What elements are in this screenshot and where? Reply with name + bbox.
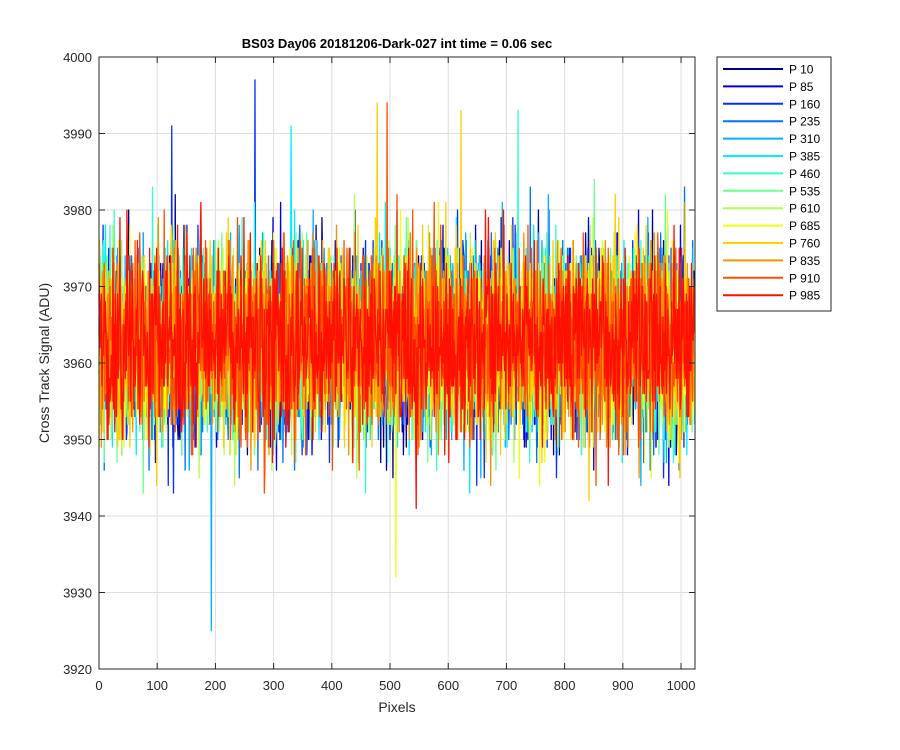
x-axis-title: Pixels [378,699,415,715]
y-tick-label: 3990 [63,127,92,142]
legend-label: P 610 [789,202,820,216]
legend-label: P 685 [789,219,820,233]
legend-label: P 160 [789,97,820,111]
y-tick-label: 3950 [63,433,92,448]
legend: P 10 P 85 P 160 P 235 P 310 P 385 P 460 P 535 P … [716,56,832,312]
legend-label: P 910 [789,271,820,285]
y-tick-label: 4000 [63,50,92,65]
x-tick-label: 400 [321,678,343,693]
y-tick-label: 3940 [63,509,92,524]
x-tick-label: 600 [437,678,459,693]
legend-label: P 10 [789,63,814,77]
x-tick-label: 900 [612,678,634,693]
legend-label: P 535 [789,184,820,198]
tick-labels: 0 100 200 300 400 500 600 700 800 900 1000 3920 3930… [63,50,695,693]
x-tick-label: 100 [146,678,168,693]
legend-label: P 835 [789,254,820,268]
x-tick-label: 700 [496,678,518,693]
y-tick-label: 3960 [63,356,92,371]
axis-ticks [98,56,695,670]
x-tick-label: 0 [95,678,102,693]
legend-box [716,56,832,312]
x-tick-label: 800 [554,678,576,693]
legend-label: P 310 [789,132,820,146]
legend-label: P 985 [789,289,820,303]
legend-label: P 760 [789,237,820,251]
legend-label: P 85 [789,80,814,94]
plot-area [98,56,696,670]
legend-label: P 460 [789,167,820,181]
legend-items: P 10 P 85 P 160 P 235 P 310 P 385 P 460 P 535 P … [723,63,820,303]
y-tick-label: 3930 [63,586,92,601]
y-tick-label: 3970 [63,280,92,295]
x-tick-label: 300 [263,678,285,693]
series-line-p-985 [98,201,696,509]
legend-label: P 385 [789,150,820,164]
y-tick-label: 3980 [63,203,92,218]
y-axis-title: Cross Track Signal (ADU) [36,283,52,443]
x-tick-label: 1000 [667,678,696,693]
x-tick-label: 200 [205,678,227,693]
chart-title: BS03 Day06 20181206-Dark-027 int time = … [242,36,552,51]
y-tick-label: 3920 [63,662,92,677]
legend-label: P 235 [789,115,820,129]
x-tick-label: 500 [379,678,401,693]
series-lines [98,79,696,632]
